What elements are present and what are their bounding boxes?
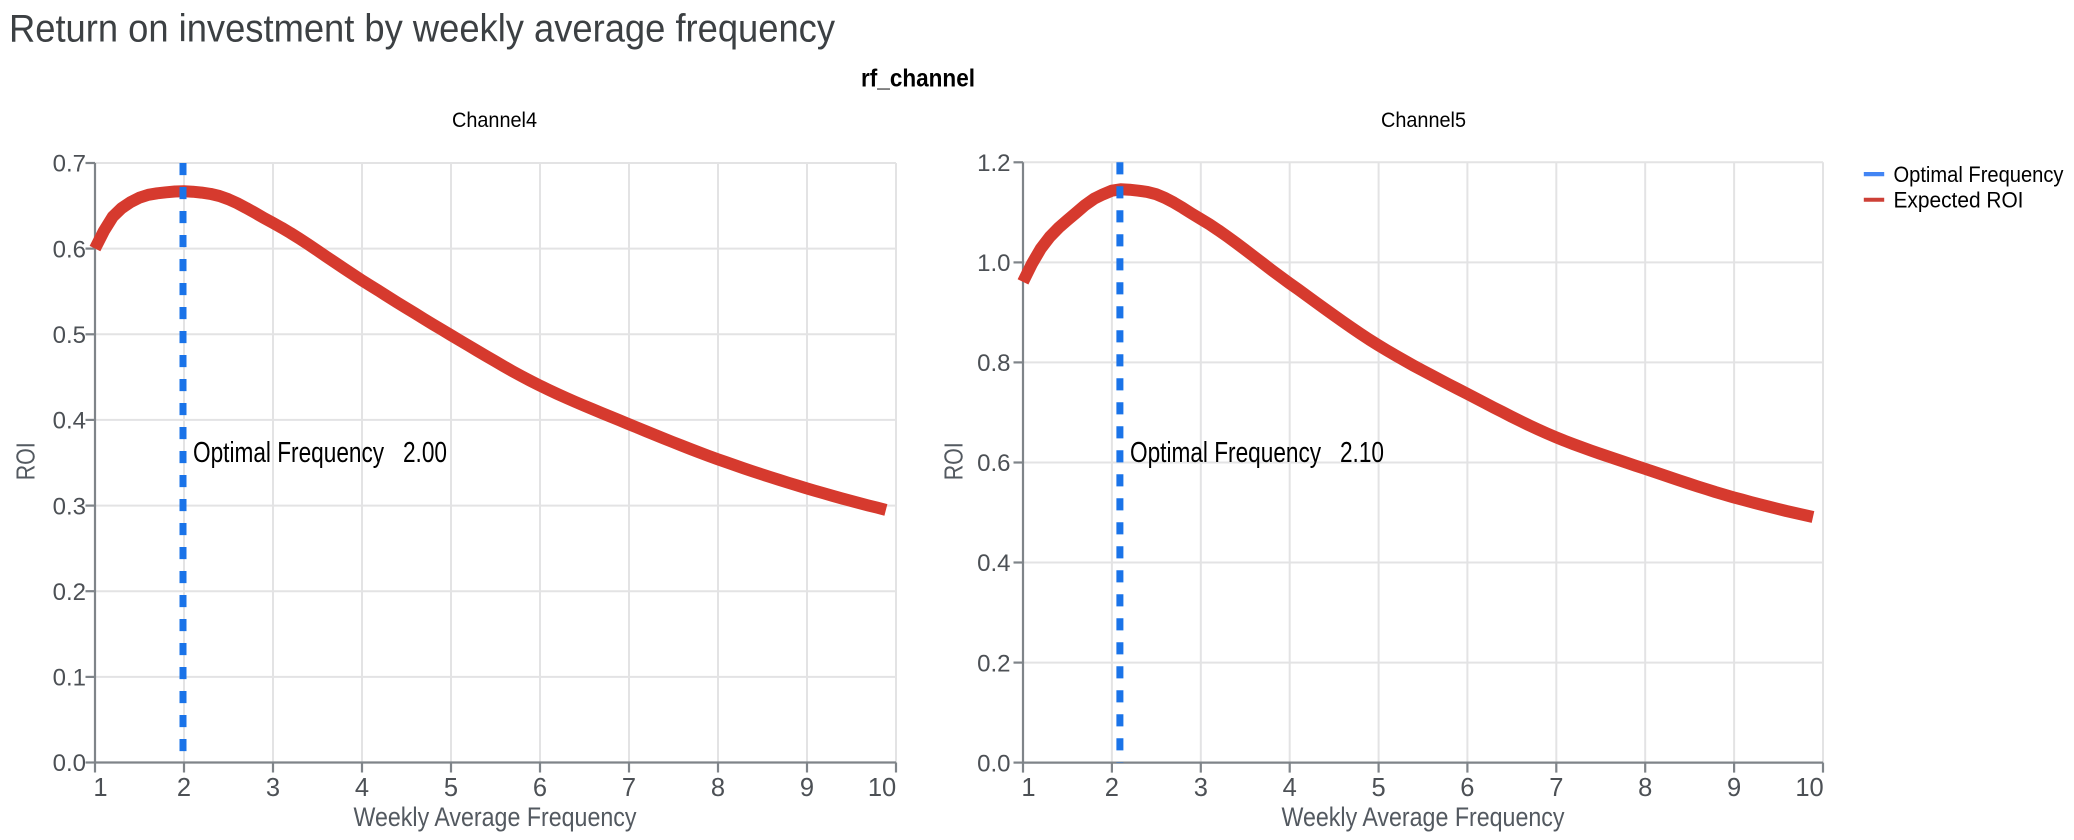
svg-text:Expected ROI: Expected ROI (1894, 188, 2024, 213)
svg-text:4: 4 (355, 774, 369, 802)
svg-text:Weekly Average Frequency: Weekly Average Frequency (1282, 802, 1566, 832)
svg-text:7: 7 (1549, 774, 1563, 802)
svg-text:Return on investment by weekly: Return on investment by weekly average f… (9, 7, 835, 50)
svg-text:0.6: 0.6 (977, 450, 1010, 477)
svg-text:0.3: 0.3 (53, 493, 86, 520)
svg-text:Weekly Average Frequency: Weekly Average Frequency (354, 802, 638, 832)
svg-text:9: 9 (800, 774, 814, 802)
svg-text:8: 8 (1638, 774, 1652, 802)
svg-text:Channel5: Channel5 (1381, 109, 1466, 132)
svg-text:10: 10 (868, 774, 896, 802)
svg-text:0.2: 0.2 (977, 650, 1010, 677)
svg-text:1: 1 (93, 774, 107, 802)
svg-text:rf_channel: rf_channel (861, 65, 975, 93)
svg-text:3: 3 (266, 774, 280, 802)
svg-text:0.0: 0.0 (53, 750, 86, 777)
svg-text:3: 3 (1194, 774, 1208, 802)
svg-text:8: 8 (711, 774, 725, 802)
svg-text:2: 2 (1105, 774, 1119, 802)
svg-text:0.0: 0.0 (977, 750, 1010, 777)
svg-text:5: 5 (1372, 774, 1386, 802)
svg-text:10: 10 (1795, 774, 1823, 802)
svg-text:Channel4: Channel4 (452, 109, 537, 132)
svg-text:7: 7 (622, 774, 636, 802)
svg-text:Optimal Frequency 2.10: Optimal Frequency 2.10 (1130, 437, 1384, 469)
svg-text:Optimal Frequency 2.00: Optimal Frequency 2.00 (193, 437, 447, 469)
svg-text:6: 6 (533, 774, 547, 802)
svg-text:0.4: 0.4 (53, 408, 86, 435)
svg-text:0.4: 0.4 (977, 550, 1010, 577)
svg-text:9: 9 (1727, 774, 1741, 802)
svg-text:5: 5 (444, 774, 458, 802)
svg-text:4: 4 (1283, 774, 1297, 802)
svg-text:0.6: 0.6 (53, 236, 86, 263)
svg-text:0.5: 0.5 (53, 322, 86, 349)
svg-text:1: 1 (1021, 774, 1035, 802)
svg-text:0.7: 0.7 (53, 151, 86, 178)
svg-text:1.2: 1.2 (977, 150, 1010, 177)
svg-text:1.0: 1.0 (977, 250, 1010, 277)
svg-text:ROI: ROI (13, 442, 41, 480)
svg-text:2: 2 (177, 774, 191, 802)
svg-text:0.8: 0.8 (977, 350, 1010, 377)
svg-text:Optimal Frequency: Optimal Frequency (1894, 162, 2065, 187)
svg-text:ROI: ROI (941, 442, 969, 480)
svg-text:6: 6 (1460, 774, 1474, 802)
svg-text:0.2: 0.2 (53, 579, 86, 606)
svg-text:0.1: 0.1 (53, 665, 86, 692)
